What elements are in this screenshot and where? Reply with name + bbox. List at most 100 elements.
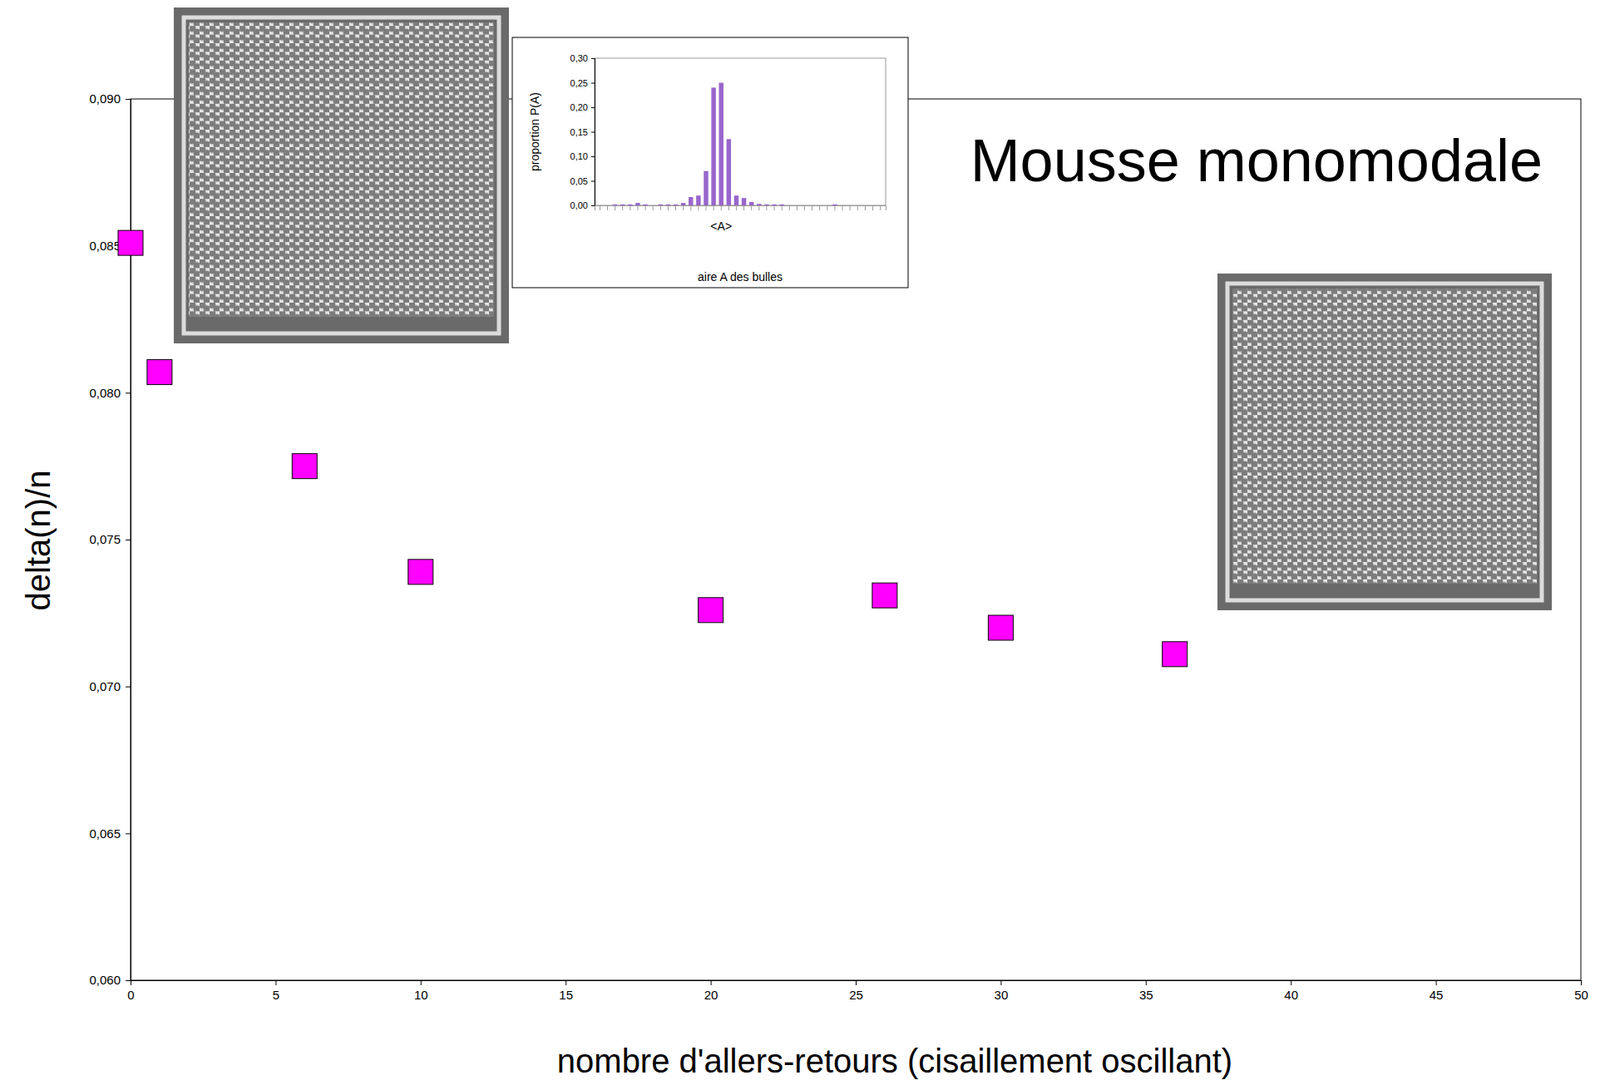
bar bbox=[642, 204, 647, 206]
tick: 0,25 bbox=[570, 78, 595, 89]
tick bbox=[849, 205, 851, 211]
tick bbox=[622, 205, 623, 211]
tick-mark bbox=[637, 205, 638, 211]
bar bbox=[696, 195, 701, 206]
tick bbox=[765, 205, 767, 211]
bar bbox=[824, 205, 830, 207]
bar bbox=[688, 197, 693, 206]
bar bbox=[878, 205, 883, 207]
tick bbox=[750, 205, 752, 211]
chart: 051015202530354045500,0600,0650,0700,075… bbox=[0, 0, 1600, 1090]
tick: 35 bbox=[1139, 980, 1154, 1003]
tick: 0,10 bbox=[570, 151, 595, 162]
tick-mark bbox=[705, 205, 707, 211]
tick-label: 50 bbox=[1574, 987, 1589, 1003]
y-axis-title: delta(n)/n bbox=[19, 470, 57, 612]
tick bbox=[857, 205, 859, 211]
axis: 0,0600,0650,0700,0750,0800,0850,090 bbox=[88, 91, 131, 988]
tick-mark bbox=[796, 205, 798, 211]
tick-label: <A> bbox=[710, 219, 732, 233]
tick-label: 0,065 bbox=[88, 826, 121, 841]
x-axis-title: nombre d'allers-retours (cisaillement os… bbox=[557, 1042, 1233, 1080]
tick-label: 0,060 bbox=[88, 972, 121, 988]
tick bbox=[645, 205, 647, 211]
inset-plot-frame bbox=[594, 58, 886, 206]
bar bbox=[817, 205, 822, 207]
bar bbox=[711, 87, 716, 206]
bar bbox=[605, 205, 610, 207]
tick-mark bbox=[743, 205, 745, 211]
axis: 0,000,050,100,150,200,250,30 bbox=[570, 53, 596, 211]
tick bbox=[697, 205, 699, 211]
tick bbox=[804, 205, 805, 211]
tick-mark bbox=[842, 205, 844, 211]
tick-mark bbox=[591, 58, 595, 60]
tick-label: 0,070 bbox=[88, 679, 121, 694]
bar bbox=[718, 83, 723, 207]
bar bbox=[832, 204, 837, 206]
bar bbox=[673, 204, 678, 206]
tick-mark bbox=[682, 205, 684, 211]
tick bbox=[599, 205, 601, 211]
tick: 15 bbox=[558, 980, 573, 1003]
tick-mark bbox=[565, 980, 567, 986]
point bbox=[118, 230, 144, 256]
tick-mark bbox=[622, 205, 623, 211]
tick-mark bbox=[591, 156, 595, 158]
point bbox=[872, 582, 898, 608]
tick bbox=[614, 205, 616, 211]
point bbox=[1162, 641, 1188, 667]
tick-mark bbox=[697, 205, 699, 211]
tick-mark bbox=[690, 205, 692, 211]
photo-frame bbox=[1217, 273, 1552, 611]
tick-mark bbox=[125, 686, 131, 688]
tick bbox=[834, 205, 835, 211]
bar bbox=[597, 205, 603, 207]
bar bbox=[734, 195, 739, 206]
tick-mark bbox=[774, 205, 776, 211]
tick-label: 0,080 bbox=[88, 385, 121, 400]
tick-mark bbox=[591, 181, 595, 183]
tick-label: 0,00 bbox=[570, 200, 588, 211]
bar bbox=[764, 204, 769, 206]
tick: 0,080 bbox=[88, 385, 131, 400]
tick-mark bbox=[420, 980, 422, 986]
tick bbox=[872, 205, 874, 211]
bar bbox=[650, 205, 655, 207]
tick-mark bbox=[591, 132, 595, 134]
tick-mark bbox=[855, 980, 857, 986]
axis-line bbox=[131, 981, 1582, 987]
tick-mark bbox=[872, 205, 874, 211]
tick-mark bbox=[275, 980, 277, 986]
tick-mark bbox=[1290, 980, 1292, 986]
bar bbox=[779, 204, 784, 206]
axis-line bbox=[595, 206, 887, 212]
tick: 0,15 bbox=[570, 127, 595, 138]
tick-mark bbox=[645, 205, 647, 211]
point bbox=[147, 360, 173, 386]
bar bbox=[863, 205, 868, 207]
tick: 0,070 bbox=[88, 679, 131, 694]
tick: 0,090 bbox=[88, 91, 131, 106]
tick-mark bbox=[826, 205, 828, 211]
bar bbox=[839, 205, 845, 207]
point bbox=[698, 597, 724, 623]
tick: 10 bbox=[414, 980, 429, 1003]
inset-box bbox=[512, 37, 909, 288]
bar bbox=[809, 205, 815, 207]
tick: 30 bbox=[994, 980, 1009, 1003]
tick-mark bbox=[765, 205, 767, 211]
tick-mark bbox=[819, 205, 820, 211]
tick-label: 30 bbox=[994, 987, 1009, 1003]
tick-mark bbox=[781, 205, 783, 211]
tick bbox=[743, 205, 745, 211]
tick-label: 0,25 bbox=[570, 78, 588, 89]
tick-label: 5 bbox=[272, 987, 280, 1003]
tick-mark bbox=[849, 205, 851, 211]
tick-mark bbox=[125, 539, 131, 541]
tick-label: 20 bbox=[704, 987, 719, 1003]
bar bbox=[847, 205, 852, 207]
tick: 0,060 bbox=[88, 972, 131, 988]
bar bbox=[620, 204, 625, 206]
tick-mark bbox=[607, 205, 608, 211]
